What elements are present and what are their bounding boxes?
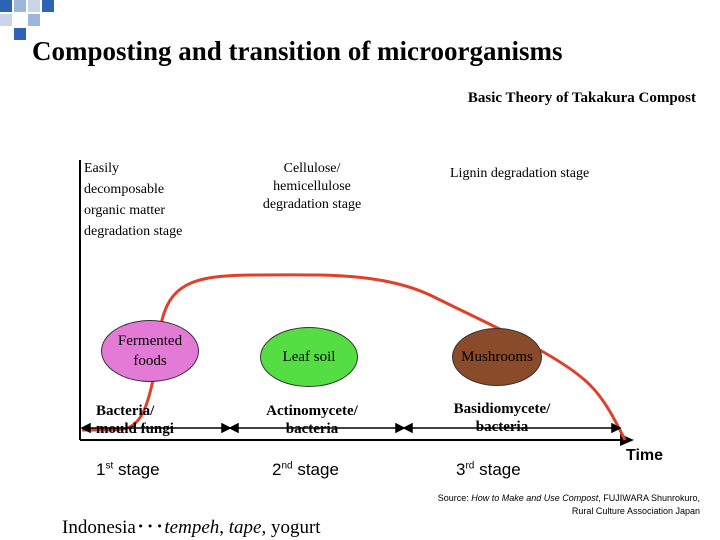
- stage-2-organisms: Actinomycete/ bacteria: [266, 403, 358, 437]
- fermented-foods-ellipse: Fermented foods: [101, 320, 199, 382]
- decoration-square: [14, 28, 26, 40]
- source-citation: Source: How to Make and Use Compost, FUJ…: [437, 493, 700, 516]
- stage-3-organisms: Basidiomycete/ bacteria: [453, 401, 551, 435]
- stage-2-label: 2nd stage: [272, 460, 339, 479]
- indonesia-example: Indonesia･･･tempeh, tape, yogurt: [62, 517, 321, 538]
- decoration-square: [42, 0, 54, 12]
- stage-2-range-arrow: [228, 422, 406, 434]
- mushrooms-ellipse: Mushrooms: [452, 328, 542, 386]
- leaf-soil-label: Leaf soil: [282, 349, 336, 365]
- leaf-soil-ellipse: Leaf soil: [260, 327, 358, 387]
- page-subtitle: Basic Theory of Takakura Compost: [467, 90, 696, 106]
- stage-3-label: 3rd stage: [456, 460, 521, 479]
- decoration-square: [28, 14, 40, 26]
- page-title: Composting and transition of microorgani…: [32, 36, 563, 66]
- x-axis-label: Time: [626, 447, 664, 464]
- stage-1-label: 1st stage: [96, 460, 160, 479]
- fermented-foods-label: Fermented: [117, 333, 183, 349]
- stage-1-description: Easily decomposable organic matter degra…: [84, 161, 183, 239]
- decoration-square: [0, 14, 12, 26]
- decoration-square: [28, 0, 40, 12]
- stage-1-range-arrow: [80, 422, 232, 434]
- stage-3-description: Lignin degradation stage: [450, 166, 590, 181]
- decoration-square: [0, 0, 12, 12]
- mushrooms-label: Mushrooms: [461, 349, 533, 365]
- stage-1-organisms: Bacteria/ mould fungi: [96, 403, 174, 437]
- decoration-square: [14, 0, 26, 12]
- stage-3-range-arrow: [402, 422, 622, 434]
- stage-2-description: Cellulose/ hemicellulose degradation sta…: [262, 161, 362, 212]
